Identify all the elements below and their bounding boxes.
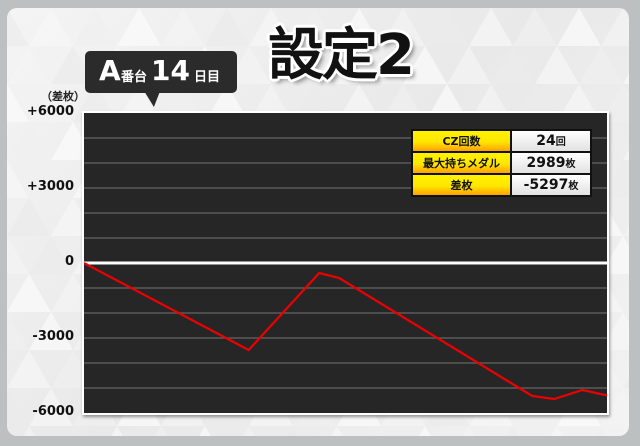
pattern-triangle — [535, 46, 579, 84]
pattern-triangle — [491, 46, 535, 84]
pattern-triangle — [623, 149, 629, 160]
pattern-triangle — [111, 426, 123, 436]
pattern-triangle — [359, 46, 403, 84]
stat-unit: 回 — [555, 137, 566, 148]
pattern-triangle — [337, 8, 381, 46]
y-tick-label: +6000 — [26, 104, 74, 119]
machine-day-label: A 番台 14 日目 — [85, 51, 237, 93]
stat-label: 最大持ちメダル — [411, 151, 512, 175]
pattern-triangle — [381, 8, 425, 46]
pattern-triangle — [23, 426, 35, 436]
stats-table: CZ回数 24回 最大持ちメダル 2989枚 差枚 -5297枚 — [411, 129, 592, 197]
pattern-triangle — [557, 8, 601, 46]
pattern-triangle — [623, 377, 629, 388]
pattern-triangle — [29, 84, 73, 122]
pattern-triangle — [623, 225, 629, 236]
pattern-triangle — [155, 426, 167, 436]
stat-unit: 枚 — [565, 159, 576, 170]
pattern-triangle — [7, 84, 29, 122]
pattern-triangle — [227, 46, 271, 84]
pattern-triangle — [601, 388, 629, 426]
pattern-triangle — [117, 8, 161, 46]
pattern-triangle — [29, 160, 73, 198]
stat-value: -5297 — [523, 177, 569, 193]
pattern-triangle — [29, 236, 73, 274]
series-line — [84, 262, 607, 401]
pattern-triangle — [249, 8, 293, 46]
pattern-triangle — [7, 236, 29, 274]
pattern-triangle — [601, 8, 629, 46]
y-tick-label: -3000 — [32, 329, 74, 344]
y-tick-label: +3000 — [26, 179, 74, 194]
y-tick-label: -6000 — [32, 404, 74, 419]
setting-title: 設定2 — [268, 23, 415, 88]
stat-unit: 枚 — [568, 181, 579, 192]
pattern-triangle — [7, 274, 51, 312]
stat-label: CZ回数 — [411, 129, 512, 153]
stat-value: 2989 — [526, 155, 566, 171]
pattern-triangle — [29, 388, 73, 426]
pattern-triangle — [463, 426, 475, 436]
pattern-triangle — [315, 46, 359, 84]
y-tick-label: 0 — [64, 254, 74, 269]
pattern-triangle — [67, 426, 79, 436]
pattern-triangle — [287, 426, 299, 436]
machine-suffix: 番台 — [121, 70, 148, 85]
pattern-triangle — [623, 426, 629, 436]
stats-row-max-medals: 最大持ちメダル 2989枚 — [411, 151, 592, 175]
pattern-triangle — [73, 8, 117, 46]
pattern-triangle — [403, 46, 447, 84]
day-number: 14 — [151, 54, 190, 87]
pattern-triangle — [51, 46, 95, 84]
pattern-triangle — [29, 8, 73, 46]
pattern-triangle — [7, 198, 51, 236]
pattern-triangle — [513, 8, 557, 46]
pattern-triangle — [551, 426, 563, 436]
pattern-triangle — [507, 426, 519, 436]
pattern-triangle — [469, 8, 513, 46]
pattern-triangle — [271, 46, 315, 84]
y-axis-label: （差枚） — [41, 90, 85, 103]
day-suffix: 日目 — [194, 70, 221, 85]
pattern-triangle — [623, 301, 629, 312]
stats-row-difference: 差枚 -5297枚 — [411, 173, 592, 197]
stat-label: 差枚 — [411, 173, 512, 197]
pattern-triangle — [331, 426, 343, 436]
pattern-triangle — [205, 8, 249, 46]
pattern-triangle — [7, 388, 29, 426]
pattern-triangle — [7, 160, 29, 198]
pattern-triangle — [579, 46, 623, 84]
pattern-triangle — [7, 46, 51, 84]
pattern-triangle — [29, 312, 73, 350]
pattern-triangle — [243, 426, 255, 436]
pattern-triangle — [375, 426, 387, 436]
pattern-triangle — [425, 8, 469, 46]
pattern-triangle — [7, 8, 29, 46]
pattern-triangle — [447, 46, 491, 84]
pattern-triangle — [293, 8, 337, 46]
pattern-triangle — [161, 8, 205, 46]
pattern-triangle — [7, 122, 51, 160]
pattern-triangle — [7, 350, 51, 388]
pattern-triangle — [623, 73, 629, 84]
pattern-triangle — [199, 426, 211, 436]
pattern-triangle — [7, 312, 29, 350]
stats-row-cz: CZ回数 24回 — [411, 129, 592, 153]
machine-letter: A — [99, 54, 121, 87]
pattern-triangle — [595, 426, 607, 436]
pattern-triangle — [419, 426, 431, 436]
stat-value: 24 — [536, 133, 556, 149]
